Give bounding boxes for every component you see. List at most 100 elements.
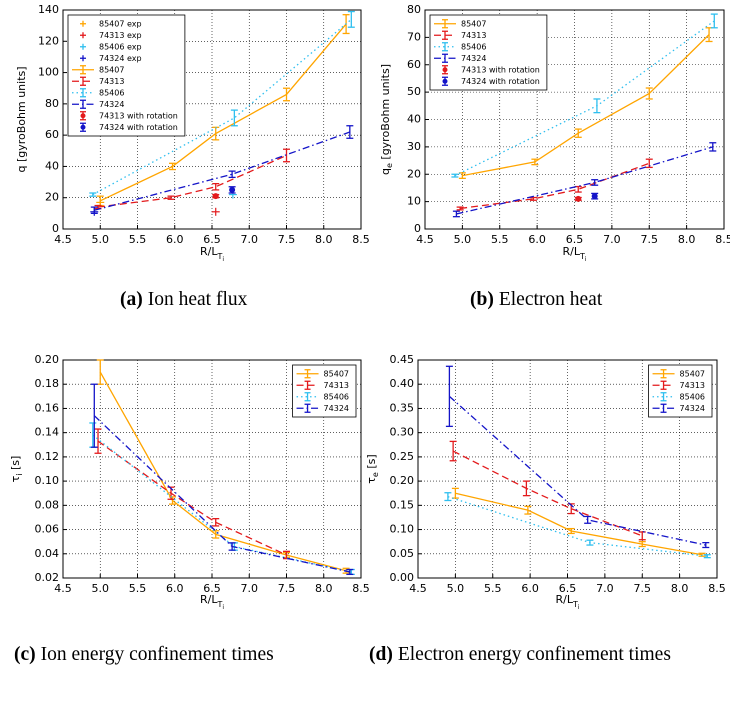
legend-label: 74324 (99, 100, 124, 109)
exp-point (211, 207, 220, 216)
point (575, 195, 582, 202)
y-tick-label: 0.10 (35, 474, 60, 487)
x-tick-label: 4.5 (409, 582, 427, 595)
error-bar (531, 158, 539, 166)
y-tick-label: 0.04 (35, 547, 60, 560)
error-bar (710, 13, 718, 29)
plot-frame (417, 359, 718, 579)
x-tick-label: 7.5 (278, 233, 296, 246)
legend-key (80, 43, 86, 50)
y-tick-label: 0.06 (35, 523, 60, 536)
y-axis-label-sub: e (385, 163, 394, 168)
point (212, 193, 219, 200)
legend-label: 74313 with rotation (461, 65, 540, 74)
plot: 4.5 5.0 5.5 6.0 6.5 7.0 7.5 8.0 8.5 0.02 0.04 0.06 0… (9, 353, 370, 611)
y-tick-label: 140 (38, 3, 59, 16)
series-line (94, 131, 351, 211)
y-axis-label: τi [s] (9, 456, 24, 483)
legend: 85407 74313 85406 74324 (292, 364, 357, 418)
error-bar (212, 193, 220, 200)
x-axis-label: R/LTi (200, 593, 224, 611)
legend-key (652, 403, 675, 413)
y-axis-label-symbol: q (15, 166, 28, 173)
error-bar (347, 10, 355, 28)
x-axis-label-sub: T (579, 252, 585, 261)
error-bar (574, 195, 582, 202)
y-tick-label: 30 (407, 140, 421, 153)
caption: (a) Ion heat flux (120, 280, 247, 320)
point (591, 193, 598, 200)
y-tick-label: 0.00 (390, 571, 415, 584)
y-tick-label: 0.25 (390, 450, 415, 463)
legend-box (67, 14, 186, 137)
y-axis-label-rest: [gyroBohm units] (15, 66, 28, 165)
x-axis-label-subsub: i (222, 604, 224, 611)
caption-tag: (b) (470, 289, 494, 310)
x-axis-label-subsub: i (222, 256, 224, 263)
x-tick-label: 8.0 (671, 582, 689, 595)
error-bar (456, 206, 464, 211)
error-bar (451, 173, 459, 178)
series-line (452, 450, 643, 537)
error-bar (574, 128, 582, 138)
legend-box (429, 14, 548, 91)
x-tick-label: 6.0 (166, 233, 184, 246)
x-tick-label: 4.5 (416, 233, 434, 246)
legend-key (80, 122, 86, 132)
caption-text: Electron heat (498, 289, 603, 310)
y-tick-label: 0.02 (35, 571, 60, 584)
error-bar (212, 182, 220, 191)
legend-label: 74324 exp (99, 54, 142, 63)
x-tick-label: 6.0 (521, 582, 539, 595)
legend-key (434, 30, 456, 40)
error-bar (90, 383, 98, 448)
x-tick-label: 6.0 (166, 582, 184, 595)
x-tick-label: 5.5 (484, 582, 502, 595)
legend-label: 74324 with rotation (461, 77, 540, 86)
x-axis-label-subsub: i (585, 256, 587, 263)
caption-tag: (a) (120, 289, 143, 310)
y-tick-label: 0.12 (35, 450, 60, 463)
y-axis-label-rest: [gyroBohm units] (379, 64, 392, 163)
error-bar (169, 162, 177, 171)
x-tick-label: 5.5 (491, 233, 509, 246)
x-tick-label: 5.5 (129, 582, 147, 595)
plot-frame (62, 9, 362, 230)
x-tick-label: 8.5 (352, 582, 370, 595)
x-axis-label-main: R/L (200, 593, 218, 606)
legend-label: 85407 (461, 19, 486, 28)
series-line (97, 440, 287, 556)
caption-text: Electron energy confinement times (397, 644, 671, 665)
legend-label: 85407 (680, 369, 705, 378)
error-bar (638, 531, 646, 541)
y-tick-label: 20 (407, 167, 421, 180)
error-bar (452, 210, 460, 218)
y-tick-label: 10 (407, 195, 421, 208)
key-point (80, 124, 86, 130)
plot: 4.5 5.0 5.5 6.0 6.5 7.0 7.5 8.0 8.5 0 20 40 60 80 100 1… (15, 3, 370, 263)
x-axis-label: R/LTi (200, 245, 224, 263)
legend-key (652, 369, 675, 379)
x-tick-label: 5.0 (447, 582, 465, 595)
error-bar (586, 539, 594, 546)
x-tick-label: 4.5 (54, 233, 72, 246)
legend: 85407 74313 85406 74324 (648, 364, 713, 418)
x-tick-label: 8.0 (315, 233, 333, 246)
legend-label: 85406 (680, 392, 705, 401)
error-bar (169, 496, 177, 505)
x-tick-label: 6.5 (203, 582, 221, 595)
error-bar (212, 518, 220, 527)
y-tick-label: 0.40 (390, 377, 415, 390)
legend-key (652, 392, 675, 402)
y-tick-label: 70 (407, 30, 421, 43)
x-axis-label-main: R/L (555, 593, 573, 606)
y-axis-label: τe [s] (365, 454, 380, 483)
legend-key (652, 380, 675, 390)
plot: 4.5 5.0 5.5 6.0 6.5 7.0 7.5 8.0 8.5 0 10 20 30 40 50 60… (379, 3, 730, 263)
x-tick-label: 8.0 (315, 582, 333, 595)
legend-key (72, 88, 94, 98)
y-tick-label: 80 (407, 3, 421, 16)
legend-key (296, 392, 319, 402)
y-tick-label: 0.05 (390, 547, 415, 560)
error-bar (230, 109, 238, 127)
